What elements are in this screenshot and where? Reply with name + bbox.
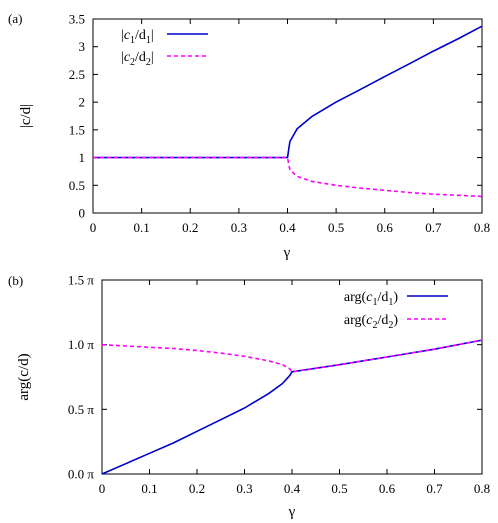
panel-b-y-ticks: 0.0 π 0.5 π 1.0 π 1.5 π — [68, 273, 482, 482]
panel-a-xlabel: γ — [283, 245, 291, 261]
panel-b-x-tick: 0.3 — [236, 280, 253, 496]
panel-a-x-tick: 0.8 — [474, 19, 490, 235]
panel-a-y-tick-label: 1 — [79, 150, 86, 165]
panel-a-x-tick-label: 0.2 — [182, 220, 198, 235]
panel-a-label: (a) — [8, 11, 22, 26]
panel-a-y-tick-label: 0.5 — [69, 178, 85, 193]
panel-b-y-tick-label: 1.0 π — [68, 337, 95, 352]
panel-b-x-tick-label: 0.3 — [236, 481, 252, 496]
legend-entry-arg-c2-d2: arg(c2/d2) — [344, 313, 448, 331]
panel-a-x-tick-label: 0.7 — [425, 220, 442, 235]
panel-b-x-tick: 0.8 — [474, 280, 490, 496]
panel-a-y-tick: 2 — [79, 95, 482, 110]
panel-b-y-tick: 1.0 π — [68, 337, 482, 352]
panel-b-y-tick-label: 0.5 π — [68, 402, 95, 417]
panel-a-ylabel: |c/d| — [18, 104, 34, 128]
panel-a-plot-frame — [92, 18, 483, 214]
panel-a-x-tick-label: 0.1 — [134, 220, 150, 235]
panel-a-y-tick-label: 2.5 — [69, 67, 85, 82]
panel-a-x-tick-label: 0.4 — [279, 220, 296, 235]
panel-a-y-tick: 0.5 — [69, 178, 482, 193]
panel-b-x-tick-label: 0.5 — [331, 481, 347, 496]
panel-a-x-tick: 0.7 — [425, 19, 442, 235]
panel-a: (a) |c/d| γ 0 0.1 0.2 0.3 0.4 0.5 0.6 0.7 0.8 00… — [8, 11, 490, 261]
panel-b-series-line-2 — [101, 339, 483, 373]
panel-a-y-tick: 3 — [79, 39, 482, 54]
panel-b-y-tick: 0.0 π — [68, 467, 482, 482]
panel-b: (b) arg(c/d) γ 0 0.1 0.2 0.3 0.4 0.5 0.6 0.7 0.8… — [8, 273, 490, 521]
panel-a-y-tick-label: 3.5 — [69, 12, 85, 27]
panel-a-series — [93, 25, 483, 198]
panel-b-x-tick: 0.4 — [284, 280, 301, 496]
panel-b-y-tick-label: 1.5 π — [68, 273, 95, 288]
panel-b-x-tick-label: 0.6 — [379, 481, 396, 496]
panel-b-ylabel: arg(c/d) — [16, 353, 32, 400]
panel-a-y-tick-label: 2 — [79, 95, 86, 110]
panel-a-x-tick-label: 0 — [90, 220, 97, 235]
panel-b-legend: arg(c1/d1) arg(c2/d2) — [344, 290, 448, 331]
panel-b-y-tick: 1.5 π — [68, 273, 482, 288]
panel-b-x-tick: 0.5 — [331, 280, 348, 496]
panel-b-x-tick: 0.2 — [189, 280, 205, 496]
legend-entry-c2-d2: |c2/d2| — [121, 50, 208, 68]
panel-a-legend: |c1/d1| |c2/d2| — [121, 28, 208, 68]
panel-b-series — [101, 339, 483, 475]
panel-b-label: (b) — [8, 273, 23, 288]
panel-b-y-tick: 0.5 π — [68, 402, 482, 417]
panel-b-plot-frame — [101, 279, 483, 475]
panel-a-x-tick-label: 0.8 — [474, 220, 490, 235]
panel-b-x-ticks: 0 0.1 0.2 0.3 0.4 0.5 0.6 0.7 0.8 — [99, 280, 490, 496]
panel-a-x-tick: 0.5 — [328, 19, 344, 235]
panel-a-x-tick-label: 0.5 — [328, 220, 344, 235]
panel-b-x-tick: 0.6 — [379, 280, 396, 496]
panel-a-y-tick: 1.5 — [69, 122, 482, 137]
panel-a-y-tick-label: 1.5 — [69, 122, 85, 137]
panel-a-y-tick-label: 3 — [79, 39, 86, 54]
panel-a-y-tick: 3.5 — [69, 12, 482, 27]
panel-a-x-tick: 0.4 — [279, 19, 296, 235]
panel-b-y-tick-label: 0.0 π — [68, 467, 95, 482]
panel-b-x-tick-label: 0.8 — [474, 481, 490, 496]
panel-a-y-tick: 2.5 — [69, 67, 482, 82]
panel-b-xlabel: γ — [288, 504, 296, 520]
panel-a-y-tick-label: 0 — [79, 206, 86, 221]
legend-label-c2-d2: |c2/d2| — [121, 50, 154, 68]
panel-b-x-tick-label: 0.7 — [426, 481, 443, 496]
panel-b-x-tick: 0.1 — [141, 280, 158, 496]
panel-b-x-tick: 0.7 — [426, 280, 443, 496]
panel-a-x-ticks: 0 0.1 0.2 0.3 0.4 0.5 0.6 0.7 0.8 — [90, 19, 490, 235]
legend-label-arg-c2-d2: arg(c2/d2) — [344, 313, 398, 331]
panel-a-series-line-2 — [93, 156, 483, 198]
panel-a-x-tick-label: 0.3 — [231, 220, 247, 235]
panel-a-y-tick: 0 — [79, 206, 482, 221]
panel-a-series-line-1 — [93, 25, 483, 159]
legend-entry-c1-d1: |c1/d1| — [121, 28, 208, 46]
panel-a-x-tick: 0.6 — [377, 19, 394, 235]
panel-a-x-tick: 0.3 — [231, 19, 247, 235]
panel-a-x-tick: 0 — [90, 19, 97, 235]
legend-entry-arg-c1-d1: arg(c1/d1) — [344, 290, 448, 308]
panel-a-x-tick: 0.1 — [134, 19, 150, 235]
panel-a-y-ticks: 0 0.5 1 1.5 2 2.5 3 3.5 — [69, 12, 482, 221]
panel-b-x-tick-label: 0.1 — [141, 481, 157, 496]
panel-b-x-tick-label: 0.4 — [284, 481, 301, 496]
panel-a-x-tick: 0.2 — [182, 19, 198, 235]
legend-label-c1-d1: |c1/d1| — [121, 28, 154, 46]
legend-label-arg-c1-d1: arg(c1/d1) — [344, 290, 398, 308]
panel-b-x-tick-label: 0.2 — [189, 481, 205, 496]
panel-b-x-tick-label: 0 — [99, 481, 106, 496]
panel-b-series-line-1 — [101, 339, 483, 475]
panel-a-x-tick-label: 0.6 — [377, 220, 394, 235]
